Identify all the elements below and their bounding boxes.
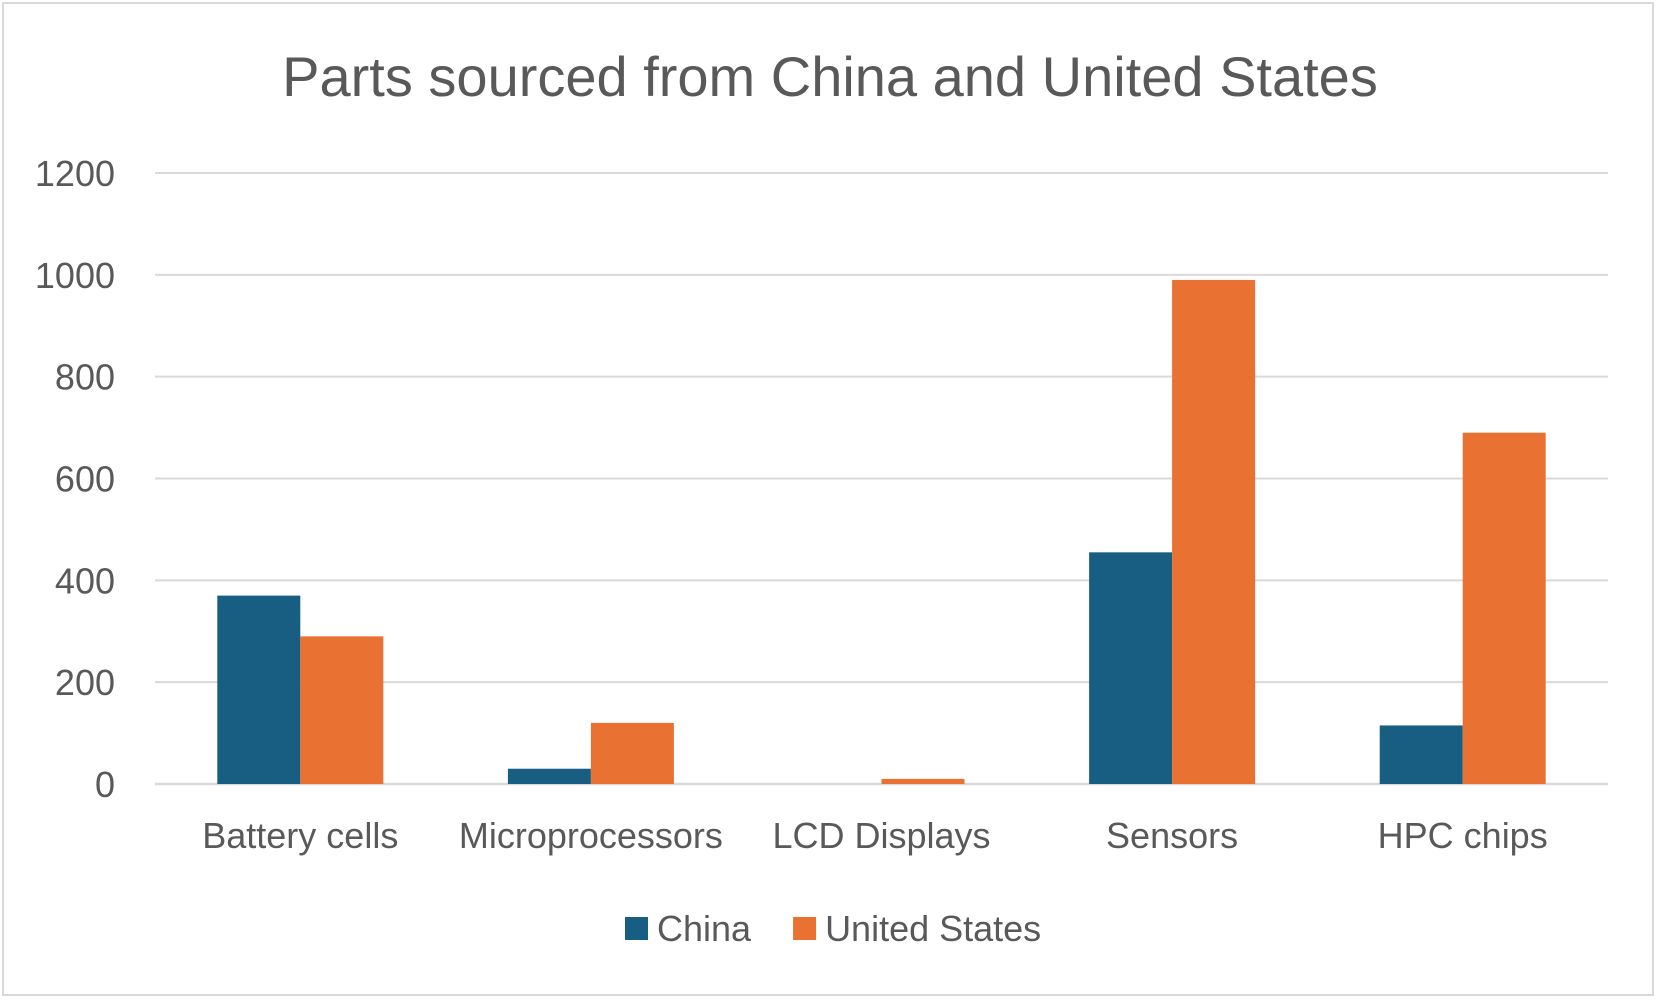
legend-swatch xyxy=(793,917,817,940)
bar-united-states-microprocessors xyxy=(590,722,674,784)
y-tick-label: 1000 xyxy=(35,255,115,296)
y-tick-label: 600 xyxy=(55,459,115,500)
bar-united-states-sensors xyxy=(1172,279,1256,784)
bar-china-battery-cells xyxy=(217,595,301,784)
legend-label: China xyxy=(657,908,752,949)
y-tick-label: 400 xyxy=(55,560,115,601)
x-tick-label: HPC chips xyxy=(1378,815,1548,856)
bar-china-hpc-chips xyxy=(1379,725,1463,784)
x-tick-label: LCD Displays xyxy=(772,815,990,856)
x-tick-label: Battery cells xyxy=(202,815,398,856)
y-tick-label: 200 xyxy=(55,662,115,703)
bar-china-microprocessors xyxy=(507,768,591,784)
x-tick-label: Sensors xyxy=(1106,815,1238,856)
y-axis-ticks: 0 200 400 600 800 1000 1200 xyxy=(35,153,115,805)
bar-united-states-lcd-displays xyxy=(881,778,965,784)
x-axis-ticks: Battery cells Microprocessors LCD Displays… xyxy=(202,815,1547,856)
legend-label: United States xyxy=(825,908,1041,949)
gridlines xyxy=(155,172,1608,786)
y-tick-label: 800 xyxy=(55,357,115,398)
legend: China United States xyxy=(625,908,1041,949)
legend-swatch xyxy=(625,917,648,940)
chart-title: Parts sourced from China and United Stat… xyxy=(282,45,1378,108)
bars xyxy=(217,279,1546,784)
bar-united-states-hpc-chips xyxy=(1462,432,1546,784)
x-tick-label: Microprocessors xyxy=(459,815,723,856)
y-tick-label: 0 xyxy=(95,764,115,805)
bar-united-states-battery-cells xyxy=(300,636,384,784)
y-tick-label: 1200 xyxy=(35,153,115,194)
bar-china-sensors xyxy=(1089,552,1173,784)
